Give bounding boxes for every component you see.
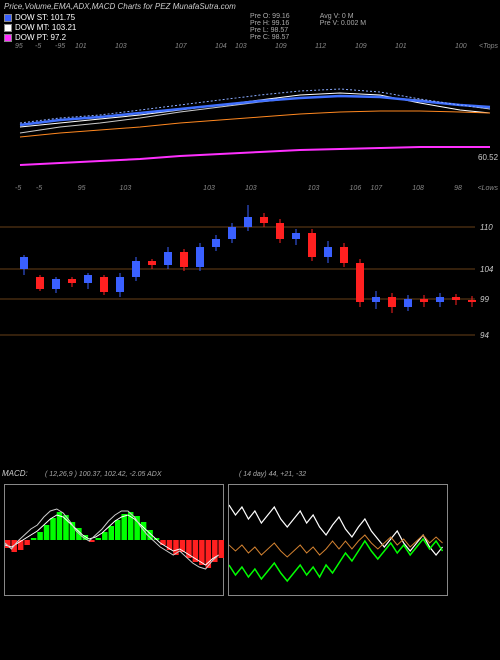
- legend-block: DOW ST: 101.75DOW MT: 103.21DOW PT: 97.2: [4, 13, 250, 43]
- legend-label: DOW MT: 103.21: [15, 23, 76, 32]
- indicator-row: ( 12,26,9 ) 100.37, 102.42, -2.05 ADX ( …: [0, 480, 500, 600]
- price-chart: 60.52: [0, 55, 500, 185]
- stat-value: Pre O: 99.16: [250, 13, 290, 20]
- svg-text:60.52: 60.52: [478, 153, 499, 162]
- stat-value: Pre H: 99.16: [250, 20, 290, 27]
- stat-value: Pre V: 0.002 M: [320, 20, 366, 27]
- legend-item: DOW ST: 101.75: [4, 13, 250, 22]
- info-row: DOW ST: 101.75DOW MT: 103.21DOW PT: 97.2…: [0, 13, 500, 43]
- candle-chart: 110 104 99 94: [0, 197, 500, 377]
- stat-value: Avg V: 0 M: [320, 13, 366, 20]
- macd-params: ( 12,26,9 ) 100.37, 102.42, -2.05 ADX: [45, 471, 161, 478]
- stat-value: Pre L: 98.57: [250, 27, 290, 34]
- legend-swatch: [4, 14, 12, 22]
- svg-text:110: 110: [480, 223, 493, 232]
- top-axis: 95-5-95101103107104103109112109101100<To…: [0, 43, 500, 55]
- legend-label: DOW PT: 97.2: [15, 33, 66, 42]
- svg-text:99: 99: [480, 295, 489, 304]
- legend-swatch: [4, 24, 12, 32]
- bottom-axis: -5-59510310310310310610710898<Lows: [0, 185, 500, 197]
- legend-label: DOW ST: 101.75: [15, 13, 75, 22]
- macd-panel: ( 12,26,9 ) 100.37, 102.42, -2.05 ADX: [4, 484, 224, 596]
- adx-panel: ( 14 day) 44, +21, -32: [228, 484, 448, 596]
- chart-title: Price,Volume,EMA,ADX,MACD Charts for PEZ…: [0, 0, 500, 13]
- legend-swatch: [4, 34, 12, 42]
- stats-block: Pre O: 99.16Pre H: 99.16Pre L: 98.57Pre …: [250, 13, 496, 43]
- svg-text:94: 94: [480, 331, 489, 340]
- stat-value: Pre C: 98.57: [250, 34, 290, 41]
- adx-params: ( 14 day) 44, +21, -32: [239, 471, 306, 478]
- legend-item: DOW PT: 97.2: [4, 33, 250, 42]
- svg-text:104: 104: [480, 265, 494, 274]
- legend-item: DOW MT: 103.21: [4, 23, 250, 32]
